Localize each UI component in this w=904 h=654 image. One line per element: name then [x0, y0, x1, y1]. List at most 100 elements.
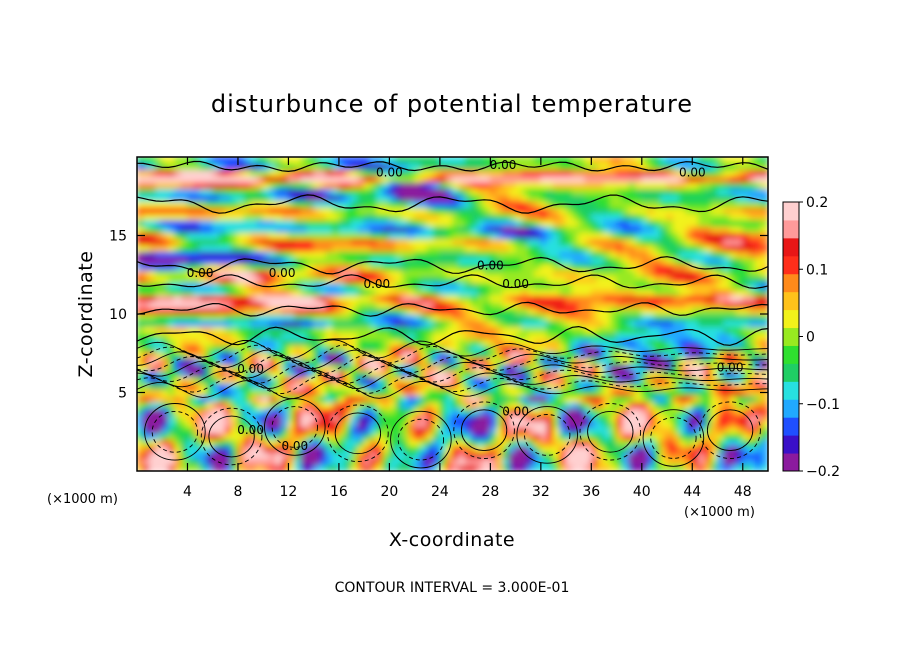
heatmap-cell: [477, 250, 485, 258]
heatmap-cell: [685, 194, 693, 202]
heatmap-cell: [616, 169, 624, 177]
heatmap-cell: [559, 231, 567, 240]
heatmap-cell: [723, 439, 731, 447]
heatmap-cell: [142, 457, 151, 466]
heatmap-cell: [294, 231, 302, 240]
heatmap-cell: [313, 200, 321, 208]
heatmap-cell: [300, 382, 308, 390]
heatmap-cell: [742, 244, 750, 252]
heatmap-cell: [275, 313, 283, 321]
heatmap-cell: [559, 250, 567, 258]
heatmap-cell: [729, 420, 737, 428]
heatmap-cell: [546, 439, 554, 447]
heatmap-cell: [142, 464, 151, 471]
heatmap-cell: [445, 401, 453, 409]
heatmap-cell: [250, 206, 258, 215]
heatmap-cell: [243, 206, 252, 215]
heatmap-cell: [477, 326, 485, 334]
heatmap-cell: [729, 275, 737, 284]
heatmap-cell: [458, 294, 466, 302]
heatmap-cell: [269, 282, 277, 290]
heatmap-cell: [666, 250, 674, 258]
heatmap-cell: [338, 395, 346, 403]
heatmap-cell: [540, 326, 548, 334]
heatmap-cell: [319, 282, 327, 290]
heatmap-cell: [717, 219, 725, 227]
heatmap-cell: [420, 275, 428, 284]
heatmap-cell: [754, 244, 763, 252]
heatmap-cell: [685, 382, 693, 390]
heatmap-cell: [458, 413, 466, 422]
heatmap-cell: [698, 282, 706, 290]
heatmap-cell: [641, 187, 649, 196]
heatmap-cell: [306, 169, 315, 177]
heatmap-cell: [761, 238, 768, 246]
heatmap-cell: [464, 457, 472, 466]
heatmap-cell: [679, 169, 687, 177]
heatmap-cell: [142, 206, 151, 215]
heatmap-cell: [212, 194, 220, 202]
heatmap-cell: [369, 451, 378, 459]
heatmap-cell: [571, 213, 580, 221]
heatmap-cell: [470, 206, 479, 215]
heatmap-cell: [395, 238, 403, 246]
heatmap-cell: [464, 376, 472, 384]
heatmap-cell: [464, 413, 472, 422]
heatmap-cell: [338, 244, 346, 252]
heatmap-cell: [634, 219, 643, 227]
heatmap-cell: [224, 282, 233, 290]
heatmap-cell: [357, 275, 365, 284]
heatmap-cell: [710, 388, 719, 397]
heatmap-cell: [754, 376, 763, 384]
heatmap-cell: [609, 175, 618, 183]
heatmap-cell: [237, 250, 245, 258]
heatmap-cell: [180, 263, 188, 271]
heatmap-cell: [597, 288, 605, 296]
heatmap-cell: [742, 213, 750, 221]
heatmap-cell: [552, 181, 561, 189]
heatmap-cell: [534, 194, 542, 202]
heatmap-cell: [559, 407, 567, 415]
heatmap-cell: [483, 376, 491, 384]
heatmap-cell: [294, 351, 302, 359]
heatmap-cell: [748, 388, 756, 397]
heatmap-cell: [477, 162, 485, 171]
heatmap-cell: [319, 351, 327, 359]
heatmap-cell: [193, 231, 201, 240]
heatmap-cell: [559, 300, 567, 309]
heatmap-cell: [704, 326, 712, 334]
heatmap-cell: [231, 382, 239, 390]
heatmap-cell: [508, 445, 517, 453]
heatmap-cell: [306, 357, 315, 365]
heatmap-cell: [565, 157, 573, 164]
heatmap-cell: [496, 263, 504, 271]
heatmap-cell: [565, 451, 573, 459]
heatmap-cell: [388, 200, 397, 208]
heatmap-cell: [193, 439, 201, 447]
heatmap-cell: [426, 238, 435, 246]
heatmap-cell: [363, 206, 371, 215]
heatmap-cell: [496, 307, 504, 315]
heatmap-cell: [691, 294, 700, 302]
heatmap-cell: [256, 420, 264, 428]
heatmap-cell: [540, 288, 548, 296]
heatmap-cell: [748, 382, 756, 390]
heatmap-cell: [281, 288, 289, 296]
heatmap-cell: [351, 175, 359, 183]
heatmap-cell: [137, 162, 144, 171]
heatmap-cell: [149, 432, 157, 441]
heatmap-cell: [698, 388, 706, 397]
heatmap-cell: [281, 413, 289, 422]
heatmap-cell: [590, 464, 599, 471]
heatmap-cell: [325, 313, 334, 321]
heatmap-cell: [369, 344, 378, 353]
heatmap-cell: [515, 445, 523, 453]
heatmap-cell: [717, 344, 725, 353]
heatmap-cell: [439, 238, 447, 246]
heatmap-cell: [161, 332, 170, 340]
heatmap-cell: [578, 294, 586, 302]
heatmap-cell: [540, 269, 548, 277]
heatmap-cell: [250, 219, 258, 227]
heatmap-cell: [414, 206, 422, 215]
heatmap-cell: [483, 238, 491, 246]
